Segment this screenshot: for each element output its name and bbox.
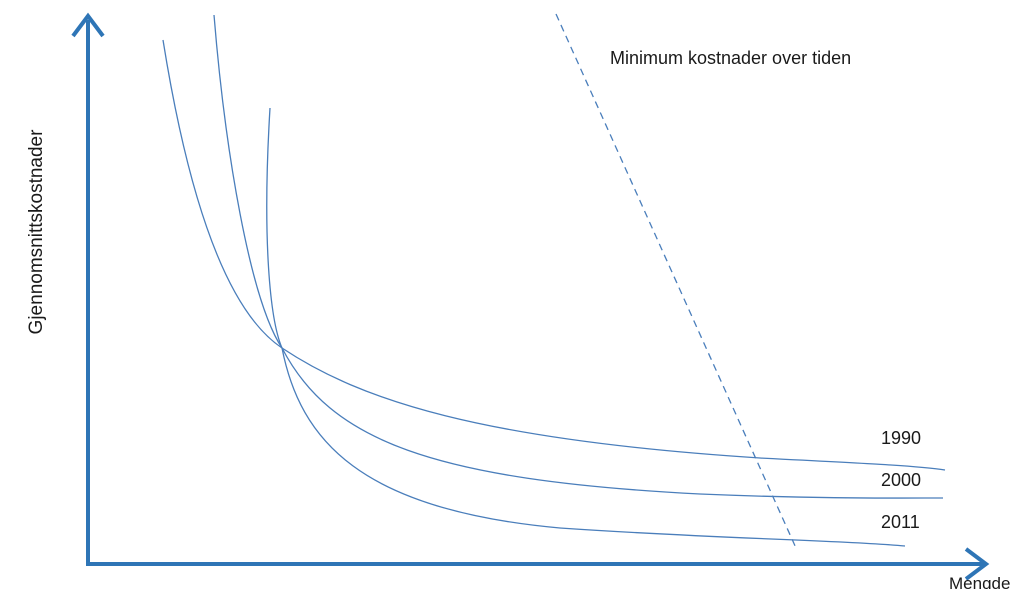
minimum-cost-label: Minimum kostnader over tiden [610, 48, 851, 68]
curve-2011 [266, 107, 906, 547]
curve-label-2011: 2011 [881, 512, 920, 532]
curve-2000 [213, 14, 944, 499]
curve-1990 [162, 39, 946, 471]
minimum-cost-dashed-line [555, 13, 797, 549]
x-axis-label: Mengde [949, 574, 1010, 589]
curve-label-2000: 2000 [881, 470, 921, 490]
curve-label-1990: 1990 [881, 428, 921, 448]
y-axis-label: Gjennomsnittskostnader [26, 129, 47, 335]
y-axis-arrowhead [71, 12, 105, 38]
x-axis-arrowhead [964, 547, 990, 581]
